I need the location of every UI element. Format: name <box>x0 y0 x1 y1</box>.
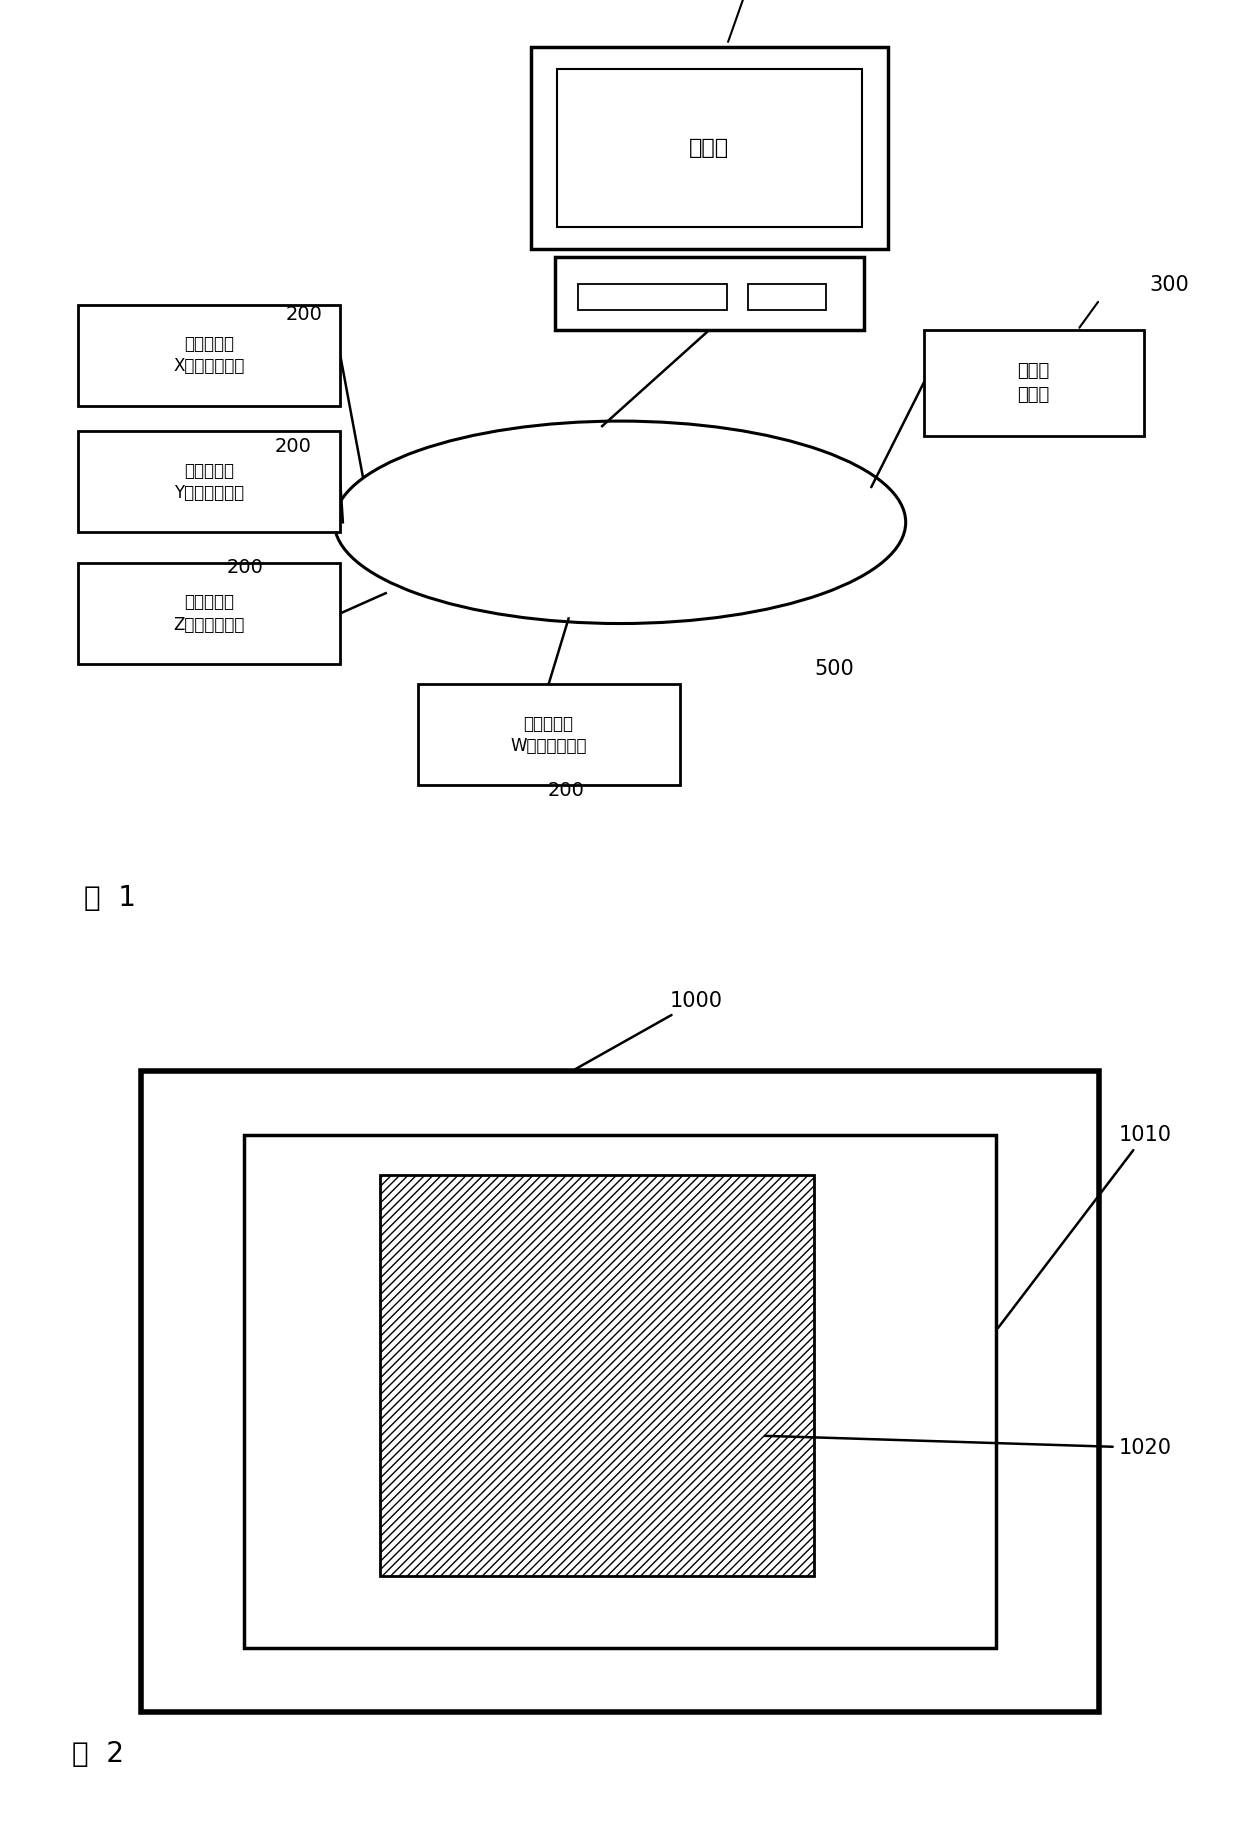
FancyBboxPatch shape <box>418 685 680 785</box>
Text: 1010: 1010 <box>998 1126 1172 1328</box>
FancyBboxPatch shape <box>924 330 1143 435</box>
Text: 掩模制造商
Z公司的计算机: 掩模制造商 Z公司的计算机 <box>174 594 246 634</box>
FancyBboxPatch shape <box>243 1135 997 1649</box>
Text: 200: 200 <box>227 558 263 578</box>
Text: 服务器: 服务器 <box>689 138 729 159</box>
Ellipse shape <box>335 421 905 623</box>
FancyBboxPatch shape <box>557 69 862 226</box>
FancyBboxPatch shape <box>578 284 727 310</box>
Text: 1020: 1020 <box>765 1436 1172 1458</box>
Text: 200: 200 <box>286 306 322 324</box>
FancyBboxPatch shape <box>554 257 864 330</box>
Text: 1000: 1000 <box>574 991 723 1070</box>
Text: 200: 200 <box>548 782 585 800</box>
Text: 订货用
计算机: 订货用 计算机 <box>1018 363 1050 404</box>
Text: 200: 200 <box>274 437 311 456</box>
FancyBboxPatch shape <box>78 563 340 663</box>
FancyBboxPatch shape <box>748 284 826 310</box>
Text: 500: 500 <box>815 660 854 680</box>
FancyBboxPatch shape <box>531 47 888 250</box>
FancyBboxPatch shape <box>141 1071 1099 1713</box>
Text: 图  1: 图 1 <box>84 884 136 913</box>
Text: 图  2: 图 2 <box>72 1740 124 1769</box>
Text: 300: 300 <box>1149 275 1189 295</box>
FancyBboxPatch shape <box>78 432 340 532</box>
FancyBboxPatch shape <box>381 1175 813 1576</box>
Text: 掩模制造商
Y公司的计算机: 掩模制造商 Y公司的计算机 <box>175 461 244 501</box>
Text: 掩模制造商
X公司的计算机: 掩模制造商 X公司的计算机 <box>174 335 246 375</box>
Text: 掩模制造商
W公司的计算机: 掩模制造商 W公司的计算机 <box>511 714 587 754</box>
FancyBboxPatch shape <box>78 304 340 406</box>
